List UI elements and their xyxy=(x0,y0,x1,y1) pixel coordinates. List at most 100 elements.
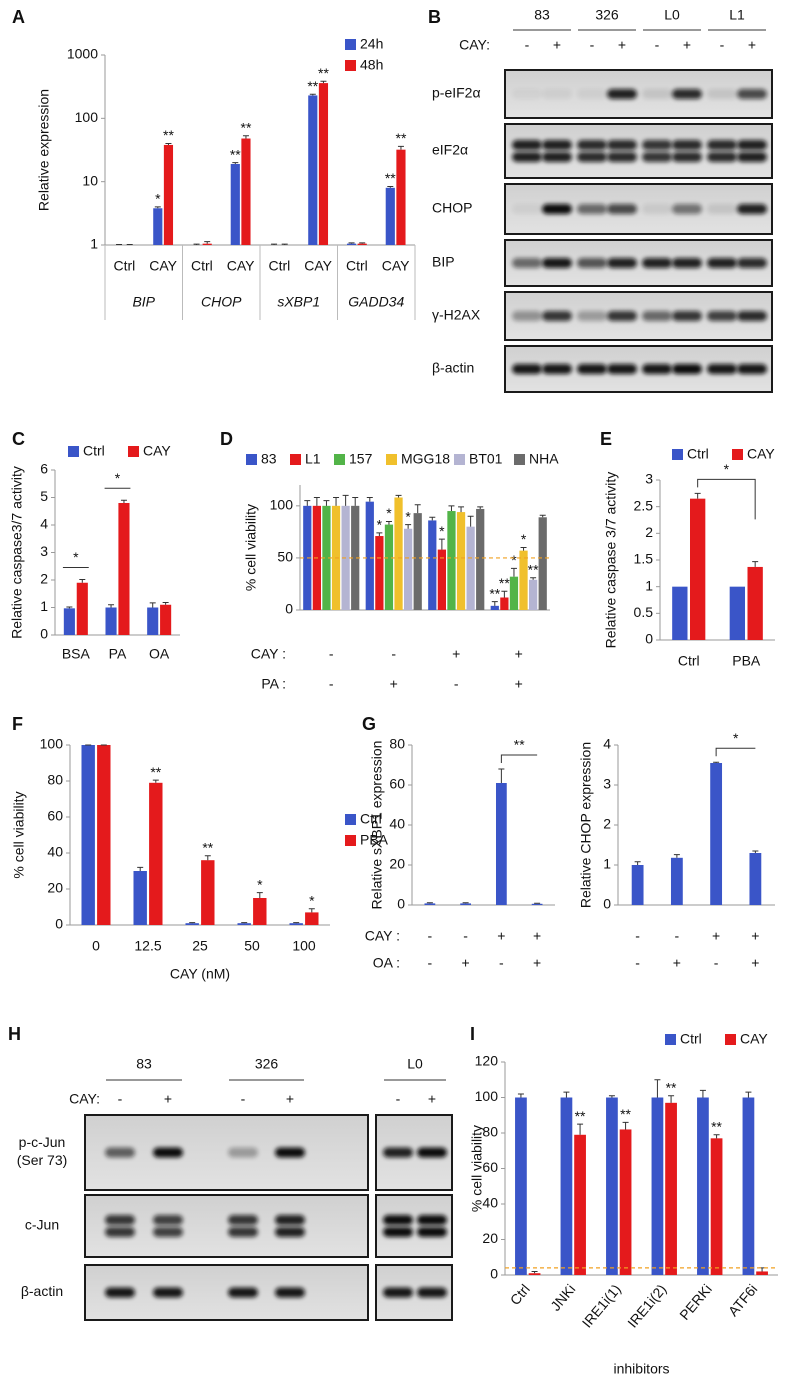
bar xyxy=(160,604,172,635)
blot-band xyxy=(707,140,737,150)
legend-swatch xyxy=(345,835,356,846)
bar xyxy=(289,923,303,925)
blot-band xyxy=(737,311,767,321)
y-tick-label: 100 xyxy=(270,497,294,513)
significance: * xyxy=(386,505,392,521)
blot-band xyxy=(577,364,607,374)
bar xyxy=(476,508,485,610)
blot-band xyxy=(607,364,637,374)
lane-group-label: L1 xyxy=(729,7,745,23)
error-bar xyxy=(397,145,404,150)
error-bar xyxy=(438,538,445,550)
row-label: PA : xyxy=(261,676,286,692)
blot-row-label: β-actin xyxy=(432,360,474,376)
error-bar xyxy=(387,185,394,188)
lane-group-label: 326 xyxy=(595,7,619,23)
panel-letter: E xyxy=(600,429,612,449)
significance: ** xyxy=(385,170,396,186)
bar xyxy=(385,187,395,245)
blot-band xyxy=(542,140,572,150)
panel-letter: A xyxy=(12,7,25,27)
row-value: + xyxy=(462,955,470,971)
blot-band xyxy=(607,204,637,214)
error-bar xyxy=(491,601,498,606)
y-tick-label: 60 xyxy=(47,808,63,824)
legend-swatch xyxy=(290,454,301,465)
error-bar xyxy=(634,861,641,865)
blot-band xyxy=(105,1227,135,1237)
error-bar xyxy=(359,242,366,244)
y-tick-label: 100 xyxy=(75,109,99,125)
blot-band xyxy=(642,152,672,162)
blot-band xyxy=(642,364,672,374)
error-bar xyxy=(577,1123,584,1135)
lane-label: + xyxy=(164,1091,172,1107)
blot-band xyxy=(707,89,737,99)
blot-band xyxy=(577,311,607,321)
blot-band xyxy=(577,204,607,214)
blot-band xyxy=(642,89,672,99)
blot-band xyxy=(642,140,672,150)
y-tick-label: 3 xyxy=(40,543,48,559)
bar xyxy=(202,243,212,245)
row-value: - xyxy=(428,928,433,944)
blot-band xyxy=(383,1147,413,1158)
bar xyxy=(81,745,95,925)
legend-label: Ctrl xyxy=(687,446,709,462)
y-tick-label: 3 xyxy=(645,471,653,487)
error-bar xyxy=(458,506,465,513)
bar xyxy=(118,503,130,635)
bar xyxy=(689,498,706,640)
blot-row-label: (Ser 73) xyxy=(17,1152,68,1168)
blot-band xyxy=(512,204,542,214)
bar xyxy=(619,1129,632,1275)
lane-label: + xyxy=(428,1091,436,1107)
significance: ** xyxy=(396,130,407,146)
bar xyxy=(201,860,215,925)
error-bar xyxy=(313,497,320,506)
x-tick-label: 25 xyxy=(192,938,208,954)
error-bar xyxy=(531,1270,538,1274)
row-label: CAY : xyxy=(365,928,400,944)
lane-group-label: L0 xyxy=(407,1056,423,1072)
legend-swatch xyxy=(345,814,356,825)
blot-band xyxy=(542,89,572,99)
blot-band xyxy=(577,152,607,162)
error-bar xyxy=(108,604,115,608)
lane-label: - xyxy=(720,37,725,53)
bar xyxy=(538,517,547,610)
error-bar xyxy=(699,1089,706,1098)
blot-band xyxy=(542,258,572,268)
legend-label: PBA xyxy=(360,832,389,848)
x-tick-label: CAY xyxy=(149,258,177,274)
bar xyxy=(394,497,403,610)
bar xyxy=(308,95,318,245)
error-bar xyxy=(539,514,546,518)
bar xyxy=(396,149,406,245)
blot-band xyxy=(228,1215,258,1225)
blot-band xyxy=(737,364,767,374)
bar xyxy=(153,208,163,245)
blot-band xyxy=(153,1287,183,1298)
row-value: + xyxy=(497,928,505,944)
x-tick-label: Ctrl xyxy=(678,653,700,669)
blot-band xyxy=(577,258,607,268)
y-tick-label: 20 xyxy=(47,880,63,896)
error-bar xyxy=(467,515,474,527)
error-bar xyxy=(204,855,211,861)
error-bar xyxy=(149,602,156,608)
x-tick-label: 50 xyxy=(244,938,260,954)
x-axis-label: inhibitors xyxy=(613,1361,669,1377)
blot-band xyxy=(737,204,767,214)
blot-row-label: p-eIF2α xyxy=(432,85,481,101)
blot-band xyxy=(383,1227,413,1237)
error-bar xyxy=(385,520,392,525)
lane-label: - xyxy=(590,37,595,53)
x-tick-label: BSA xyxy=(62,646,91,662)
significance: * xyxy=(377,517,383,533)
blot-band xyxy=(607,140,637,150)
legend-swatch xyxy=(246,454,257,465)
significance: ** xyxy=(499,575,510,591)
error-bar xyxy=(271,243,278,245)
lane-label: + xyxy=(618,37,626,53)
